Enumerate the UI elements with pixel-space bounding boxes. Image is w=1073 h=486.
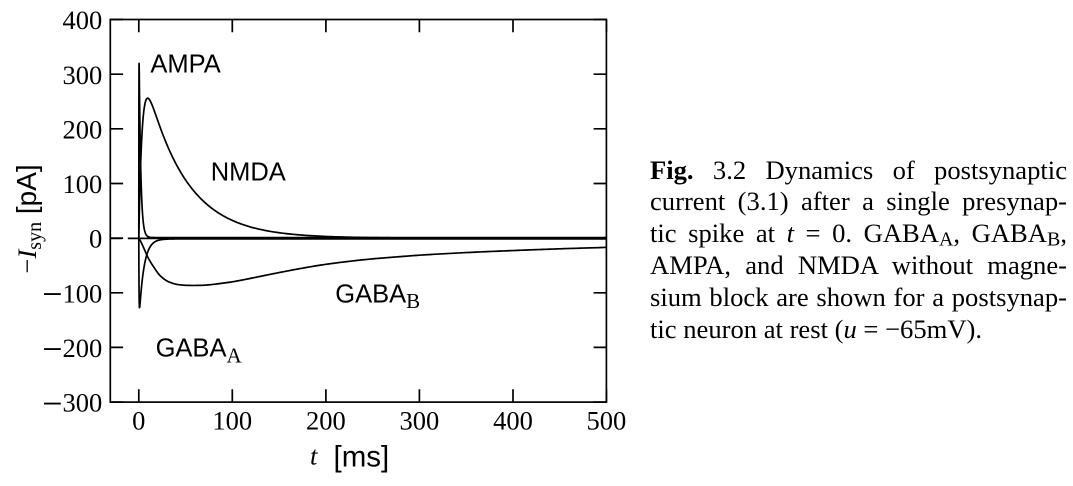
svg-text:400: 400 [63, 5, 103, 35]
svg-text:200: 200 [306, 405, 346, 435]
svg-text:−100: −100 [42, 274, 102, 314]
svg-text:100: 100 [212, 405, 252, 435]
svg-text:[ms]: [ms] [334, 441, 390, 474]
svg-text:−300: −300 [42, 384, 102, 424]
svg-text:GABAB: GABAB [335, 280, 420, 313]
svg-text:0: 0 [89, 224, 102, 254]
svg-text:t: t [310, 441, 318, 471]
svg-text:300: 300 [63, 60, 103, 90]
svg-text:400: 400 [493, 405, 533, 435]
svg-text:500: 500 [587, 405, 627, 435]
svg-text:0: 0 [132, 405, 145, 435]
svg-text:200: 200 [63, 114, 103, 144]
svg-text:100: 100 [63, 169, 103, 199]
svg-text:−200: −200 [42, 329, 102, 369]
svg-text:−Isyn [pA]: −Isyn [pA] [11, 164, 46, 273]
svg-text:AMPA: AMPA [150, 51, 220, 79]
svg-text:GABAA: GABAA [156, 334, 243, 367]
svg-text:300: 300 [400, 405, 440, 435]
svg-text:NMDA: NMDA [211, 159, 286, 187]
